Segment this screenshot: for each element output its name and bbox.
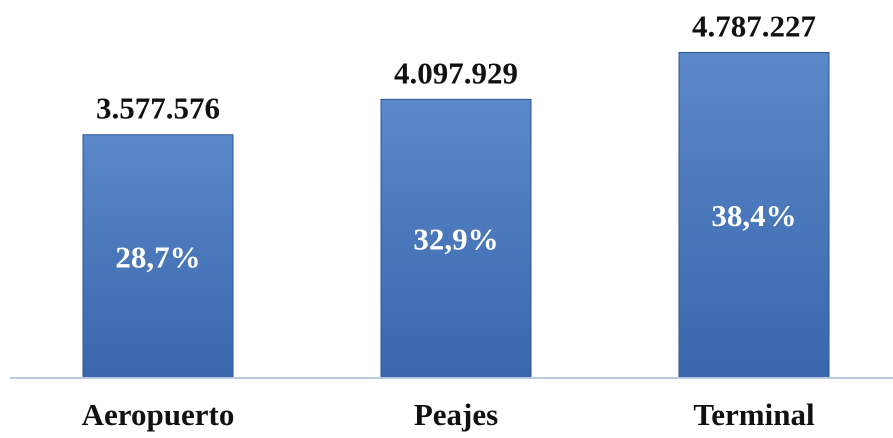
share-label-peajes: 32,9% <box>413 222 498 257</box>
value-label-terminal: 4.787.227 <box>692 8 816 43</box>
labels-layer: 3.577.576 28,7% Aeropuerto 4.097.929 32,9% Pe… <box>82 8 816 432</box>
bar-aeropuerto <box>82 134 234 379</box>
category-label-terminal: Terminal <box>693 397 815 432</box>
share-label-aeropuerto: 28,7% <box>115 239 200 274</box>
value-label-aeropuerto: 3.577.576 <box>96 91 220 126</box>
value-label-peajes: 4.097.929 <box>394 55 518 90</box>
share-label-terminal: 38,4% <box>711 198 796 233</box>
category-label-peajes: Peajes <box>414 397 498 432</box>
bar-terminal <box>678 51 830 379</box>
bars-layer <box>82 51 830 379</box>
bar-peajes <box>380 98 532 379</box>
category-label-aeropuerto: Aeropuerto <box>82 397 235 432</box>
